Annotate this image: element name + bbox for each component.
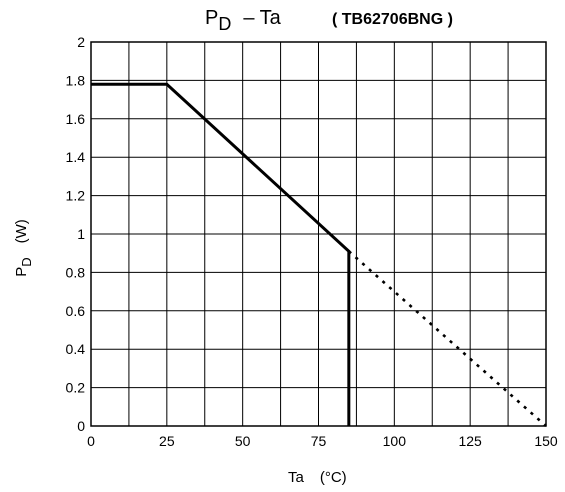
x-tick-label: 50 xyxy=(235,433,251,449)
x-tick-label: 150 xyxy=(534,433,558,449)
y-tick-label: 1 xyxy=(77,226,85,242)
y-tick-label: 1.6 xyxy=(66,111,86,127)
x-tick-label: 0 xyxy=(87,433,95,449)
y-tick-label: 0 xyxy=(77,418,85,434)
series-layer xyxy=(91,82,547,427)
y-tick-label: 0.2 xyxy=(66,380,86,396)
x-tick-label: 75 xyxy=(311,433,327,449)
chart-subtitle: ( TB62706BNG ) xyxy=(332,11,453,28)
plot-frame xyxy=(90,41,547,427)
derating-curve xyxy=(91,82,351,426)
x-tick-label: 125 xyxy=(458,433,482,449)
x-tick-labels: 0 25 50 75 100 125 150 xyxy=(87,433,558,449)
grid xyxy=(91,42,546,426)
chart-title: PD – Ta xyxy=(205,7,282,34)
x-tick-label: 25 xyxy=(159,433,175,449)
y-axis-label: PD(W) xyxy=(13,219,34,277)
y-tick-label: 0.4 xyxy=(66,341,86,357)
y-tick-label: 1.8 xyxy=(66,72,86,88)
y-tick-label: 1.2 xyxy=(66,188,86,204)
y-tick-labels: 0 0.2 0.4 0.6 0.8 1 1.2 1.4 1.6 1.8 2 xyxy=(66,34,86,434)
y-tick-label: 0.6 xyxy=(66,303,86,319)
x-tick-label: 100 xyxy=(383,433,407,449)
derating-extrapolation-line xyxy=(347,250,547,427)
y-tick-label: 0.8 xyxy=(66,264,86,280)
x-axis-label: Ta (°C) xyxy=(288,469,347,486)
y-tick-label: 2 xyxy=(77,34,85,50)
y-tick-label: 1.4 xyxy=(66,149,86,165)
